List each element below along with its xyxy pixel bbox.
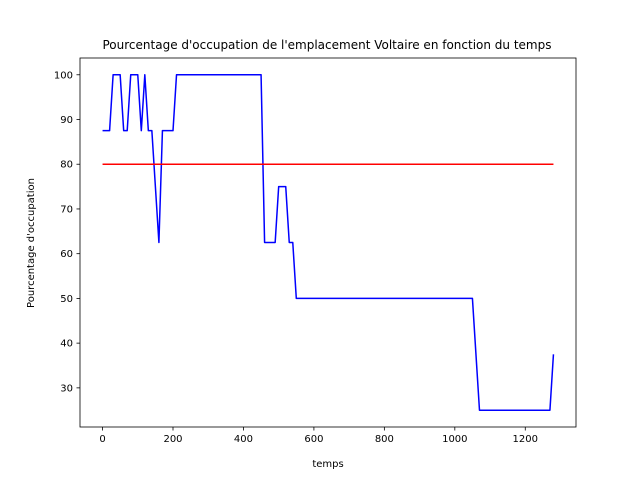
x-tick-label: 0 bbox=[99, 434, 105, 445]
y-tick-label: 30 bbox=[60, 383, 73, 394]
y-tick-label: 60 bbox=[60, 249, 73, 260]
x-tick-label: 200 bbox=[163, 434, 182, 445]
x-tick-label: 600 bbox=[304, 434, 323, 445]
chart-title: Pourcentage d'occupation de l'emplacemen… bbox=[103, 38, 552, 52]
x-tick-label: 1000 bbox=[442, 434, 467, 445]
y-axis: 30 40 50 60 70 80 90 100 bbox=[54, 70, 80, 394]
x-axis-label: temps bbox=[312, 459, 343, 470]
series-layer bbox=[102, 74, 555, 411]
x-tick-label: 800 bbox=[375, 434, 394, 445]
x-tick-label: 400 bbox=[234, 434, 253, 445]
x-tick-label: 1200 bbox=[513, 434, 538, 445]
y-tick-label: 70 bbox=[60, 204, 73, 215]
x-axis: 0 200 400 600 800 1000 1200 bbox=[99, 427, 538, 445]
y-tick-label: 100 bbox=[54, 70, 73, 81]
occupancy-series-line bbox=[102, 74, 555, 411]
y-tick-label: 40 bbox=[60, 339, 73, 350]
plot-frame bbox=[79, 57, 577, 428]
y-axis-label: Pourcentage d'occupation bbox=[26, 178, 37, 308]
y-tick-label: 80 bbox=[60, 160, 73, 171]
y-tick-label: 50 bbox=[60, 294, 73, 305]
y-tick-label: 90 bbox=[60, 115, 73, 126]
plot-area bbox=[79, 57, 577, 428]
